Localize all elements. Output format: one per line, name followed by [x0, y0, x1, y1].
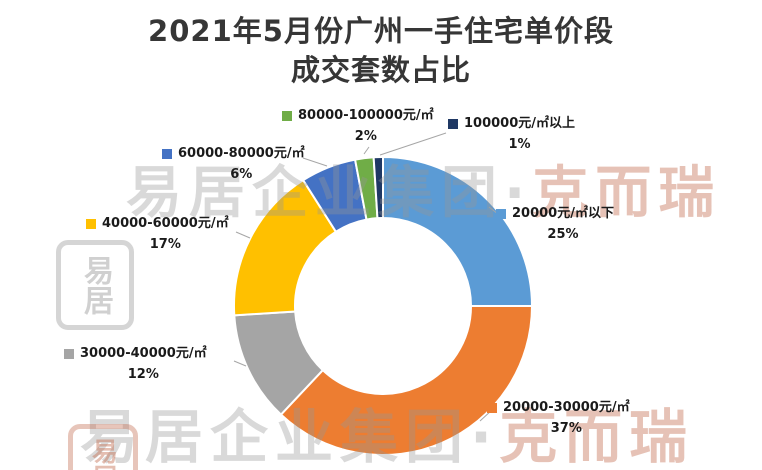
- chart-title-line1: 2021年5月份广州一手住宅单价段: [148, 14, 614, 48]
- leader-line-6: [363, 146, 370, 155]
- donut-segment-2: [279, 305, 534, 456]
- leader-line-7: [379, 132, 447, 156]
- donut-segment-1: [382, 155, 534, 307]
- leader-line-4: [235, 231, 251, 239]
- chart-title: 2021年5月份广州一手住宅单价段 成交套数占比: [0, 12, 762, 90]
- leader-line-3: [233, 360, 247, 367]
- leader-line-5: [302, 157, 328, 167]
- donut-segment-7: [372, 155, 384, 220]
- chart-title-line2: 成交套数占比: [290, 53, 471, 88]
